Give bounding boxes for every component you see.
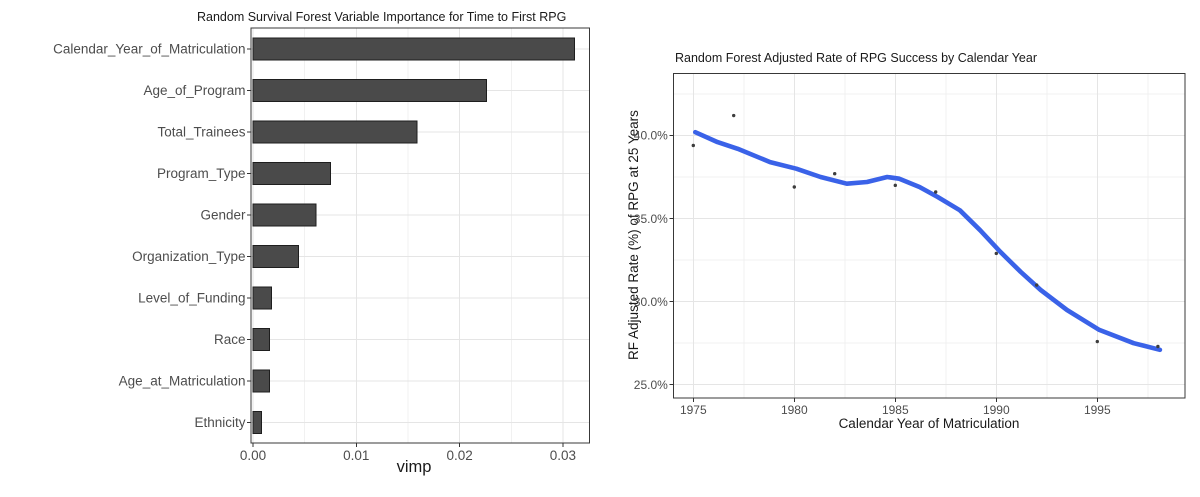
panel-border	[672, 72, 1186, 399]
bar	[252, 120, 418, 144]
category-label: Level_of_Funding	[138, 291, 245, 306]
data-point	[792, 185, 796, 189]
bar	[252, 37, 575, 61]
x-tick-label: 1980	[781, 403, 808, 417]
y-tick-label: 25.0%	[634, 378, 668, 392]
x-tick-label: 0.01	[343, 448, 369, 463]
panel-border	[250, 27, 591, 444]
data-point	[732, 113, 736, 118]
x-tick-label: 1975	[680, 403, 707, 417]
category-label: Race	[214, 332, 246, 347]
left-x-axis-title: vimp	[396, 458, 432, 476]
x-tick-label: 0.00	[240, 448, 266, 463]
data-point	[1156, 344, 1160, 349]
bar	[252, 327, 271, 351]
data-point	[833, 172, 837, 176]
bar	[252, 203, 317, 227]
data-point	[994, 251, 998, 256]
right-x-axis-title: Calendar Year of Matriculation	[838, 416, 1020, 431]
right-chart-title: Random Forest Adjusted Rate of RPG Succe…	[675, 51, 1037, 65]
data-point	[1095, 339, 1099, 344]
data-point	[934, 190, 938, 194]
bar	[252, 369, 271, 393]
category-label: Program_Type	[157, 166, 246, 181]
x-tick-label: 1995	[1084, 403, 1111, 417]
y-tick-label: 35.0%	[634, 212, 668, 226]
x-tick-label: 1985	[882, 403, 909, 417]
bar	[252, 286, 273, 310]
bar	[252, 161, 331, 185]
y-tick-label: 30.0%	[634, 295, 668, 309]
x-tick-label: 0.03	[550, 448, 576, 463]
bar	[252, 78, 487, 102]
x-tick-label: 0.02	[446, 448, 472, 463]
data-point	[893, 183, 897, 188]
category-label: Gender	[200, 208, 246, 223]
category-label: Age_of_Program	[143, 83, 245, 98]
bar	[252, 410, 262, 434]
category-label: Calendar_Year_of_Matriculation	[53, 42, 245, 57]
bar	[252, 244, 299, 268]
bar-chart-canvas: 0.00 0.01 0.02 0.03 Calendar_Year_of_Matricu…	[53, 27, 591, 463]
data-point	[691, 143, 695, 148]
y-tick-label: 40.0%	[634, 129, 668, 143]
scatter-chart-canvas: 1975 1980 1985 1990 1995 40.0% 35.0% 30.0% 25.0%	[634, 72, 1186, 417]
category-label: Ethnicity	[194, 415, 245, 430]
category-label: Organization_Type	[132, 249, 245, 264]
smooth-line	[693, 129, 1163, 353]
category-label: Age_at_Matriculation	[119, 374, 246, 389]
left-chart-title: Random Survival Forest Variable Importan…	[197, 10, 567, 24]
data-point	[1035, 283, 1039, 287]
x-tick-label: 1990	[983, 403, 1010, 417]
category-label: Total_Trainees	[157, 125, 245, 140]
